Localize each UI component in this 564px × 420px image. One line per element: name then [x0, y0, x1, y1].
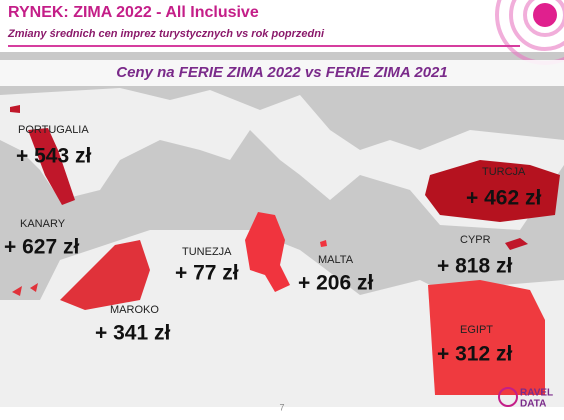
- region-change: + 77 zł: [175, 262, 239, 285]
- region-change: + 312 zł: [437, 343, 512, 366]
- canary-shape: [12, 283, 38, 296]
- cyprus-shape: [505, 238, 528, 250]
- region-name: PORTUGALIA: [18, 124, 89, 136]
- banner-bg: [0, 60, 564, 86]
- region-name: CYPR: [460, 234, 491, 246]
- highlighted-countries: [10, 105, 560, 395]
- region-name: TUNEZJA: [182, 246, 232, 258]
- banner: Ceny na FERIE ZIMA 2022 vs FERIE ZIMA 20…: [116, 64, 448, 81]
- region-name: KANARY: [20, 218, 66, 230]
- region-shape: [10, 105, 20, 113]
- region-change: + 627 zł: [4, 236, 79, 259]
- region-name: MALTA: [318, 254, 354, 266]
- subtitle: Zmiany średnich cen imprez turystycznych…: [7, 28, 325, 40]
- region-labels: PORTUGALIA + 543 zł KANARY + 627 zł TUNEZJA +…: [4, 124, 541, 366]
- turkey-shape: [425, 160, 560, 222]
- region-change: + 341 zł: [95, 322, 170, 345]
- region-name: MAROKO: [110, 304, 159, 316]
- region-name: EGIPT: [460, 324, 493, 336]
- logo-top: RAVEL: [520, 388, 553, 399]
- region-change: + 206 zł: [298, 272, 373, 295]
- region-change: + 818 zł: [437, 255, 512, 278]
- malta-shape: [320, 240, 327, 247]
- page-number: 7: [279, 402, 284, 412]
- region-change: + 543 zł: [16, 145, 91, 168]
- portugal-shape: [28, 128, 75, 205]
- title: RYNEK: ZIMA 2022 - All Inclusive: [8, 4, 259, 21]
- region-name: TURCJA: [482, 166, 526, 178]
- logo-mark: [498, 387, 518, 407]
- header-bg: [0, 0, 564, 52]
- morocco-shape: [60, 240, 150, 310]
- egypt-shape: [428, 280, 545, 395]
- corner-dot: [533, 3, 557, 27]
- logo-bottom: DATA: [520, 399, 546, 410]
- tunisia-shape: [245, 212, 290, 292]
- region-change: + 462 zł: [466, 187, 541, 210]
